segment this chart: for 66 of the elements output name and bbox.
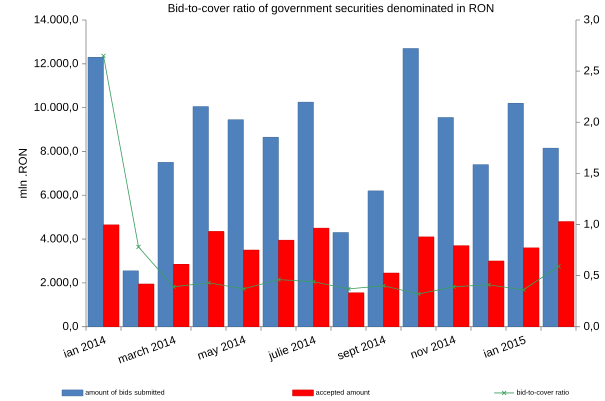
bar [88,56,104,327]
y-tick-label: 4.000,0 [40,234,78,244]
y2-tick-label: 0,5 [584,270,600,280]
x-tick-label: ian 2014 [63,336,106,358]
bar [138,284,154,327]
point [241,286,246,292]
bar [558,221,574,327]
bar [542,148,559,327]
x-tick-label: may 2014 [198,336,246,360]
y-tick-label: 12.000,0 [34,59,78,69]
x-tick-label: march 2014 [118,336,176,364]
bar [243,250,260,327]
bar [103,224,120,327]
point [416,292,421,296]
x-tick-label: nov 2014 [410,336,456,359]
bar [332,232,349,327]
bar [158,162,174,327]
point [171,284,176,290]
point [521,288,526,292]
y2-tick-label: 1,5 [584,168,600,178]
bar [348,292,364,327]
y-tick-label: 8.000,0 [40,146,78,156]
bar [508,102,524,327]
bar [488,260,504,327]
bar [418,236,434,327]
point [486,282,491,288]
bar [278,240,294,327]
bar [192,106,209,327]
y2-tick-label: 1,0 [584,220,600,230]
y2-tick-label: 2,5 [584,66,600,76]
x-tick-label: ian 2015 [483,336,526,358]
bar [402,48,419,327]
bar [208,231,224,327]
bar [368,190,384,327]
bar [383,272,400,327]
bar [228,119,244,327]
bar [453,245,470,327]
x-tick-label: julie 2014 [268,336,316,362]
point [346,286,351,292]
y-tick-label: 14.000,0 [34,15,78,25]
point [136,244,141,250]
bar [298,102,314,327]
y-tick-label: 10.000,0 [34,102,78,112]
y2-tick-label: 2,0 [584,117,600,127]
y-tick-label: 6.000,0 [40,190,78,200]
point [101,53,106,58]
y-tick-label: 2.000,0 [40,278,78,288]
bar [438,117,454,327]
point [206,280,211,286]
x-tick-label: sept 2014 [338,336,386,360]
point [381,283,386,288]
bar [173,264,190,327]
y-axis-title: mln .RON [18,149,27,198]
y2-tick-label: 3,0 [584,15,600,25]
bar [313,228,330,327]
bar [122,270,139,327]
point [556,264,561,269]
point [451,284,456,290]
chart-title: Bid-to-cover ratio of government securities denominated in RON [168,4,494,14]
y-tick-label: 0,0 [62,322,78,332]
bar [262,136,279,327]
bar [472,164,489,327]
bar [523,248,540,327]
point [276,277,281,282]
point [311,279,316,284]
y2-tick-label: 0,0 [584,322,600,332]
